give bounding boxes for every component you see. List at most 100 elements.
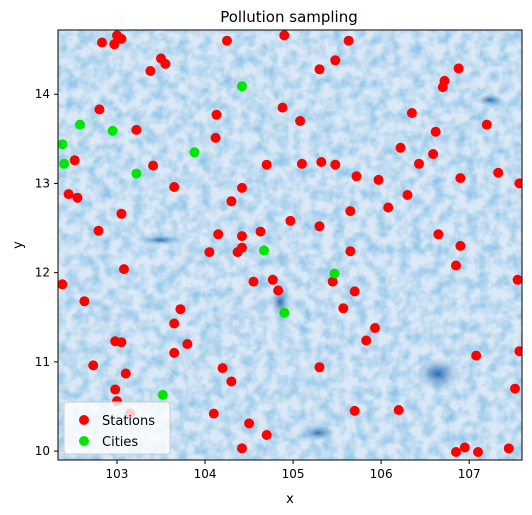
station-point-45 bbox=[345, 206, 356, 217]
plot-frame bbox=[57, 29, 523, 461]
station-point-84 bbox=[226, 376, 237, 387]
station-point-51 bbox=[285, 215, 296, 226]
station-point-35 bbox=[373, 174, 384, 185]
station-point-32 bbox=[414, 158, 424, 169]
station-point-46 bbox=[116, 208, 127, 219]
station-point-57 bbox=[455, 240, 466, 251]
station-point-17 bbox=[437, 82, 448, 93]
station-point-71 bbox=[338, 303, 349, 314]
station-point-52 bbox=[314, 221, 325, 232]
city-point-0 bbox=[237, 81, 247, 92]
station-point-33 bbox=[493, 167, 504, 178]
station-point-41 bbox=[237, 182, 247, 193]
station-point-6 bbox=[145, 66, 156, 76]
y-axis-label: y bbox=[11, 241, 26, 249]
station-point-53 bbox=[433, 229, 444, 240]
station-point-47 bbox=[93, 225, 104, 236]
station-point-93 bbox=[261, 430, 272, 440]
station-point-18 bbox=[453, 63, 464, 74]
station-point-96 bbox=[459, 442, 470, 453]
station-point-63 bbox=[273, 285, 284, 296]
city-point-1 bbox=[75, 119, 85, 130]
station-point-27 bbox=[148, 160, 159, 171]
station-point-31 bbox=[330, 159, 341, 170]
station-point-3 bbox=[116, 33, 127, 44]
station-point-43 bbox=[402, 190, 413, 200]
station-point-94 bbox=[237, 443, 247, 454]
city-point-3 bbox=[58, 139, 68, 150]
station-point-90 bbox=[349, 405, 360, 416]
station-point-72 bbox=[370, 323, 380, 333]
station-point-42 bbox=[226, 196, 237, 207]
station-point-85 bbox=[110, 384, 121, 395]
y-tick-label: 13 bbox=[35, 176, 50, 190]
station-point-48 bbox=[213, 229, 224, 240]
station-point-69 bbox=[175, 304, 186, 315]
city-point-8 bbox=[329, 268, 340, 279]
station-point-21 bbox=[210, 132, 221, 143]
y-tick-label: 11 bbox=[35, 355, 50, 369]
station-point-36 bbox=[455, 173, 466, 184]
station-point-82 bbox=[314, 362, 325, 373]
y-tick-label: 10 bbox=[35, 444, 50, 458]
station-point-59 bbox=[119, 264, 129, 275]
station-point-60 bbox=[58, 279, 68, 290]
city-point-4 bbox=[189, 147, 200, 158]
station-point-61 bbox=[248, 276, 259, 287]
legend-label-cities: Cities bbox=[102, 435, 138, 450]
station-point-67 bbox=[512, 274, 522, 285]
station-point-64 bbox=[327, 276, 338, 287]
station-point-87 bbox=[510, 383, 520, 394]
city-point-2 bbox=[107, 125, 118, 136]
station-point-24 bbox=[395, 142, 406, 153]
city-point-5 bbox=[59, 158, 70, 169]
station-point-13 bbox=[131, 124, 142, 135]
station-point-40 bbox=[169, 182, 180, 192]
station-point-97 bbox=[473, 447, 483, 457]
station-point-8 bbox=[279, 30, 290, 41]
station-point-65 bbox=[349, 286, 360, 297]
station-point-23 bbox=[481, 119, 492, 130]
station-point-95 bbox=[451, 447, 461, 457]
station-point-25 bbox=[428, 149, 439, 159]
station-point-79 bbox=[471, 350, 482, 361]
station-point-34 bbox=[351, 171, 362, 182]
station-point-66 bbox=[451, 260, 461, 271]
station-point-68 bbox=[79, 296, 90, 307]
station-point-50 bbox=[255, 226, 266, 237]
station-point-55 bbox=[204, 247, 215, 258]
station-point-80 bbox=[88, 360, 99, 371]
y-tick-label: 12 bbox=[35, 266, 50, 280]
station-point-15 bbox=[277, 102, 288, 113]
station-point-28 bbox=[261, 159, 272, 170]
station-point-12 bbox=[94, 104, 105, 115]
pollution-heatmap bbox=[58, 30, 522, 460]
station-point-76 bbox=[182, 339, 193, 349]
station-point-39 bbox=[72, 192, 83, 203]
city-point-7 bbox=[259, 245, 269, 256]
station-point-38 bbox=[63, 189, 74, 200]
city-point-9 bbox=[279, 307, 290, 318]
station-point-9 bbox=[314, 64, 325, 75]
station-point-29 bbox=[296, 158, 307, 169]
x-tick-label: 106 bbox=[370, 467, 393, 481]
legend-marker-cities bbox=[79, 436, 89, 446]
y-tick-label: 14 bbox=[35, 87, 50, 101]
points-layer bbox=[58, 30, 522, 457]
station-point-73 bbox=[361, 335, 372, 346]
station-point-89 bbox=[208, 408, 219, 419]
ticks-layer: 103 104 105 106 107 10 11 12 13 14 bbox=[35, 87, 481, 481]
x-tick-label: 107 bbox=[458, 467, 481, 481]
station-point-0 bbox=[97, 37, 107, 48]
station-point-49 bbox=[237, 231, 247, 242]
station-point-30 bbox=[316, 157, 327, 167]
station-point-11 bbox=[343, 35, 354, 46]
legend-box bbox=[63, 401, 171, 455]
station-point-78 bbox=[514, 346, 522, 357]
station-point-26 bbox=[69, 155, 80, 166]
station-point-19 bbox=[406, 108, 417, 118]
station-point-83 bbox=[120, 368, 131, 379]
city-point-6 bbox=[131, 168, 142, 179]
legend-marker-stations bbox=[79, 415, 89, 425]
station-point-58 bbox=[345, 246, 356, 257]
